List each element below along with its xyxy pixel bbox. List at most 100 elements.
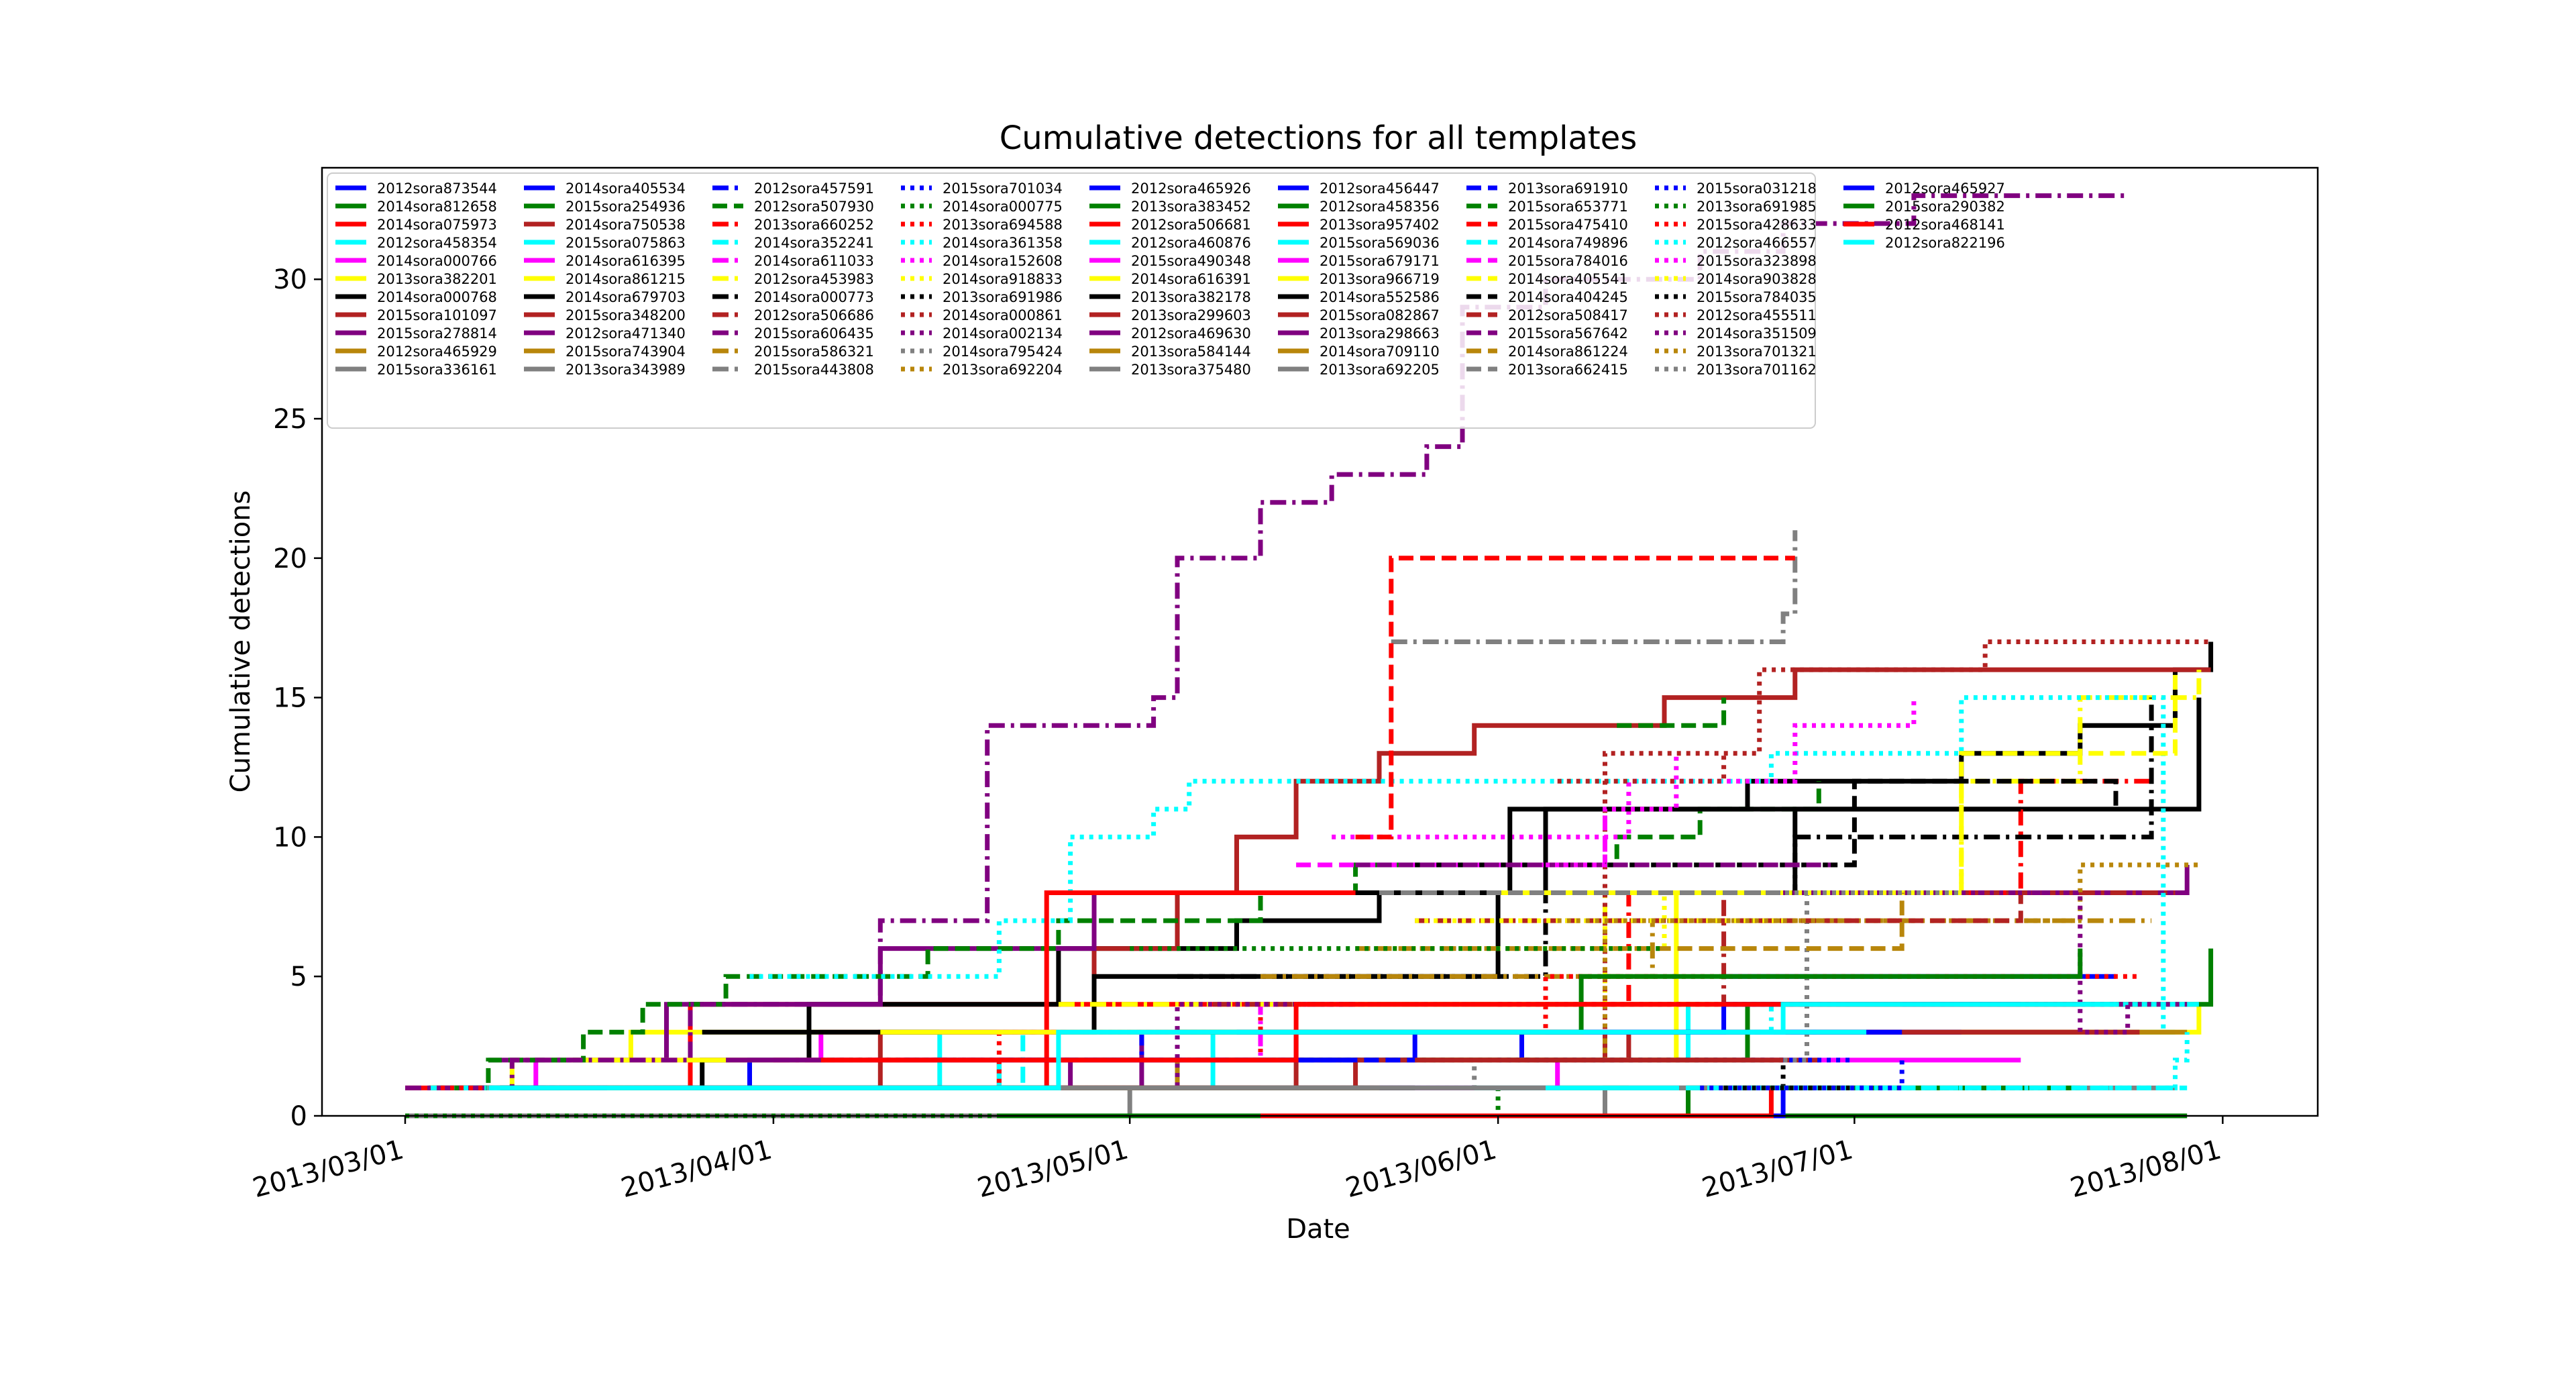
legend-label: 2014sora000775 xyxy=(943,199,1063,215)
legend-label: 2015sora290382 xyxy=(1885,199,2005,215)
legend-label: 2013sora660252 xyxy=(754,217,874,233)
legend-label: 2015sora743904 xyxy=(566,344,686,360)
legend-label: 2013sora694588 xyxy=(943,217,1063,233)
legend-label: 2014sora152608 xyxy=(943,253,1063,269)
legend-label: 2014sora679703 xyxy=(566,289,686,305)
legend-label: 2013sora966719 xyxy=(1320,271,1440,287)
legend-label: 2015sora278814 xyxy=(377,325,497,342)
legend-label: 2013sora691985 xyxy=(1697,199,1817,215)
legend-label: 2012sora466557 xyxy=(1697,235,1817,251)
legend-label: 2014sora351509 xyxy=(1697,325,1817,342)
y-tick-label: 25 xyxy=(273,404,307,435)
legend-label: 2015sora475410 xyxy=(1508,217,1628,233)
series-line-2014sora152608 xyxy=(1332,697,1917,839)
legend-label: 2014sora000861 xyxy=(943,307,1063,323)
series-line-2015sora031218 xyxy=(1700,1059,1904,1090)
legend-label: 2012sora822196 xyxy=(1885,235,2005,251)
legend-label: 2013sora382201 xyxy=(377,271,497,287)
legend-label: 2013sora691910 xyxy=(1508,180,1628,197)
legend-label: 2012sora460876 xyxy=(1131,235,1251,251)
legend-label: 2014sora903828 xyxy=(1697,271,1817,287)
legend-label: 2013sora701162 xyxy=(1697,362,1817,378)
legend-label: 2015sora653771 xyxy=(1508,199,1628,215)
legend-label: 2012sora508417 xyxy=(1508,307,1628,323)
legend-label: 2015sora443808 xyxy=(754,362,874,378)
legend-label: 2015sora254936 xyxy=(566,199,686,215)
legend-label: 2014sora405534 xyxy=(566,180,686,197)
chart-title: Cumulative detections for all templates xyxy=(1000,119,1637,157)
legend-label: 2015sora784016 xyxy=(1508,253,1628,269)
legend-label: 2013sora957402 xyxy=(1320,217,1440,233)
legend-label: 2015sora586321 xyxy=(754,344,874,360)
legend-label: 2015sora784035 xyxy=(1697,289,1817,305)
legend-label: 2013sora692204 xyxy=(943,362,1063,378)
legend-label: 2015sora323898 xyxy=(1697,253,1817,269)
legend-frame xyxy=(327,172,1816,429)
legend-label: 2015sora031218 xyxy=(1697,180,1817,197)
series-line-2015sora443808 xyxy=(1391,530,1798,644)
series-line-2012sora822196 xyxy=(488,1002,2116,1090)
legend: 2012sora873544 2014sora812658 2014sora0759… xyxy=(327,172,2005,429)
legend-label: 2013sora299603 xyxy=(1131,307,1251,323)
legend-label: 2015sora606435 xyxy=(754,325,874,342)
legend-label: 2015sora336161 xyxy=(377,362,497,378)
legend-label: 2014sora352241 xyxy=(754,235,874,251)
legend-label: 2014sora552586 xyxy=(1320,289,1440,305)
legend-label: 2012sora507930 xyxy=(754,199,874,215)
legend-label: 2014sora750538 xyxy=(566,217,686,233)
axis-layer xyxy=(321,166,2319,1117)
y-tick-label: 15 xyxy=(273,683,307,714)
legend-label: 2014sora002134 xyxy=(943,325,1063,342)
legend-label: 2015sora082867 xyxy=(1320,307,1440,323)
y-tick-label: 5 xyxy=(290,962,307,992)
legend-label: 2014sora812658 xyxy=(377,199,497,215)
legend-label: 2012sora455511 xyxy=(1697,307,1817,323)
legend-label: 2013sora375480 xyxy=(1131,362,1251,378)
legend-label: 2015sora490348 xyxy=(1131,253,1251,269)
legend-label: 2012sora465926 xyxy=(1131,180,1251,197)
legend-label: 2014sora749896 xyxy=(1508,235,1628,251)
legend-label: 2015sora701034 xyxy=(943,180,1063,197)
legend-label: 2013sora691986 xyxy=(943,289,1063,305)
y-axis-label: Cumulative detections xyxy=(225,490,256,793)
series-line-2015sora475410 xyxy=(1355,556,1795,839)
legend-label: 2012sora465927 xyxy=(1885,180,2005,197)
legend-label: 2013sora383452 xyxy=(1131,199,1251,215)
series-line-2015sora653771 xyxy=(1617,697,1727,728)
legend-label: 2012sora471340 xyxy=(566,325,686,342)
legend-label: 2013sora692205 xyxy=(1320,362,1440,378)
legend-label: 2012sora453983 xyxy=(754,271,874,287)
y-tick-label: 10 xyxy=(273,822,307,853)
series-line-2012sora466557 xyxy=(1723,1032,2190,1090)
legend-label: 2012sora458356 xyxy=(1320,199,1440,215)
legend-label: 2012sora457591 xyxy=(754,180,874,197)
legend-label: 2012sora456447 xyxy=(1320,180,1440,197)
series-line-2015sora323898 xyxy=(1546,753,1679,868)
legend-label: 2014sora000773 xyxy=(754,289,874,305)
legend-label: 2014sora000766 xyxy=(377,253,497,269)
legend-label: 2012sora458354 xyxy=(377,235,497,251)
legend-label: 2014sora616391 xyxy=(1131,271,1251,287)
legend-label: 2012sora873544 xyxy=(377,180,497,197)
legend-label: 2013sora382178 xyxy=(1131,289,1251,305)
series-line-2014sora361358 xyxy=(749,695,2166,1033)
legend-label: 2014sora709110 xyxy=(1320,344,1440,360)
legend-label: 2012sora506686 xyxy=(754,307,874,323)
legend-label: 2012sora465929 xyxy=(377,344,497,360)
legend-label: 2013sora662415 xyxy=(1508,362,1628,378)
series-line-2012sora507930 xyxy=(429,781,1821,1090)
series-line-2013sora660252 xyxy=(773,778,2152,1063)
y-tick-label: 0 xyxy=(290,1101,307,1132)
y-tick-label: 20 xyxy=(273,544,307,574)
legend-label: 2014sora000768 xyxy=(377,289,497,305)
legend-label: 2013sora701321 xyxy=(1697,344,1817,360)
plot-area-frame xyxy=(321,166,2319,1117)
y-tick-label: 30 xyxy=(273,264,307,295)
legend-label: 2015sora679171 xyxy=(1320,253,1440,269)
legend-label: 2014sora918833 xyxy=(943,271,1063,287)
legend-label: 2014sora861215 xyxy=(566,271,686,287)
legend-label: 2013sora584144 xyxy=(1131,344,1251,360)
legend-label: 2014sora361358 xyxy=(943,235,1063,251)
